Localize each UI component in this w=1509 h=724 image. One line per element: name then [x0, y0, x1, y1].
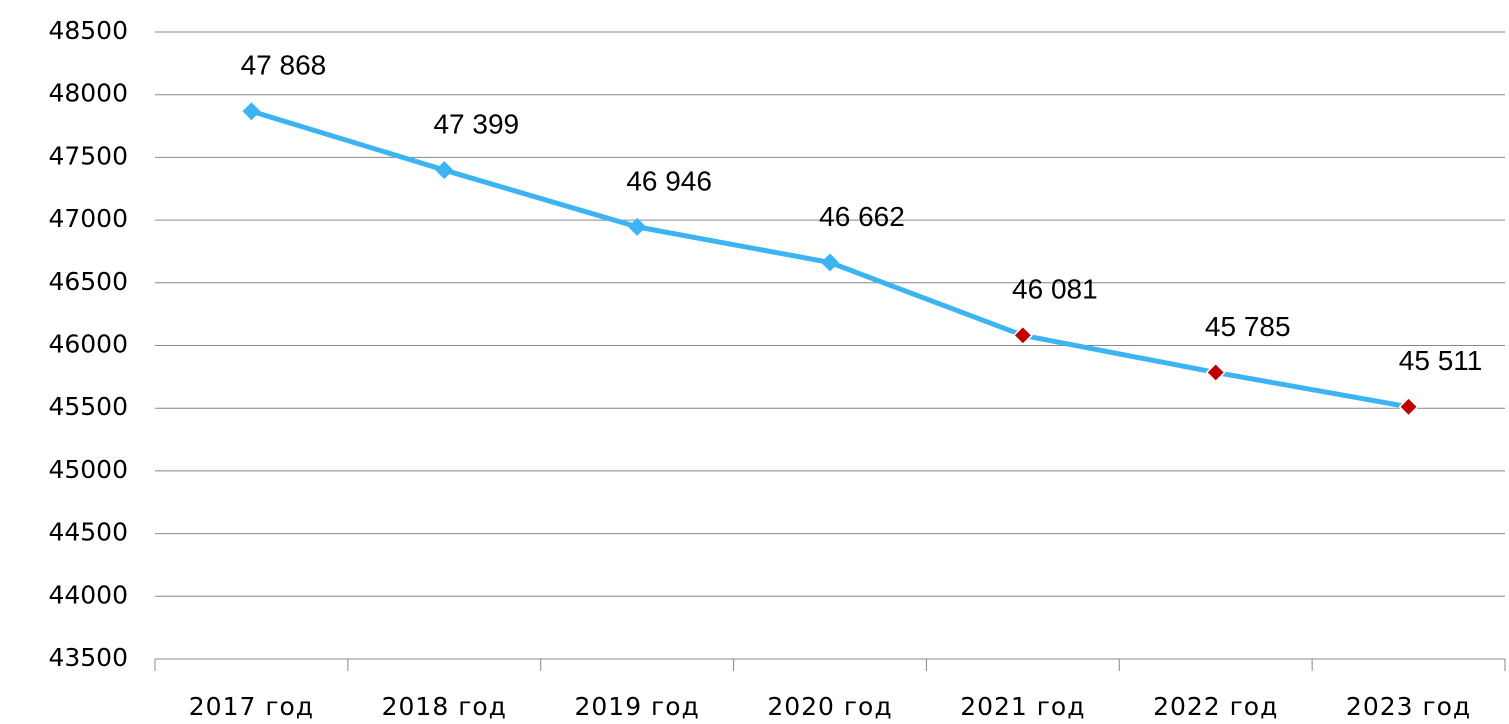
data-label: 47 399 — [433, 108, 519, 139]
y-tick-label: 48000 — [48, 79, 128, 108]
data-label: 46 662 — [819, 201, 905, 232]
data-label: 45 511 — [1399, 345, 1483, 376]
y-tick-label: 46500 — [48, 267, 128, 296]
y-tick-label: 46000 — [48, 330, 128, 359]
marker — [435, 161, 454, 180]
marker — [242, 102, 261, 121]
marker — [821, 253, 839, 272]
x-tick-label: 2022 год — [1153, 692, 1278, 721]
marker — [1012, 325, 1033, 346]
y-tick-label: 48500 — [48, 16, 128, 45]
y-tick-label: 44500 — [48, 518, 128, 547]
data-label: 45 785 — [1205, 311, 1291, 342]
marker — [628, 217, 647, 236]
data-label: 47 868 — [241, 50, 327, 81]
x-tick-label: 2018 год — [382, 692, 507, 721]
data-label: 46 081 — [1012, 274, 1098, 305]
y-tick-label: 43500 — [48, 643, 128, 672]
x-tick-label: 2023 год — [1346, 692, 1471, 721]
y-tick-label: 44000 — [48, 580, 128, 609]
x-tick-label: 2019 год — [574, 692, 699, 721]
x-tick-label: 2017 год — [189, 692, 314, 721]
x-tick-label: 2020 год — [767, 692, 892, 721]
y-tick-label: 45500 — [48, 392, 128, 421]
y-tick-label: 45000 — [48, 455, 128, 484]
data-label: 46 946 — [626, 165, 712, 196]
y-tick-label: 47000 — [48, 204, 128, 233]
y-tick-label: 47500 — [48, 141, 128, 170]
x-tick-label: 2021 год — [960, 692, 1085, 721]
marker — [1398, 396, 1419, 417]
marker — [1205, 362, 1226, 383]
